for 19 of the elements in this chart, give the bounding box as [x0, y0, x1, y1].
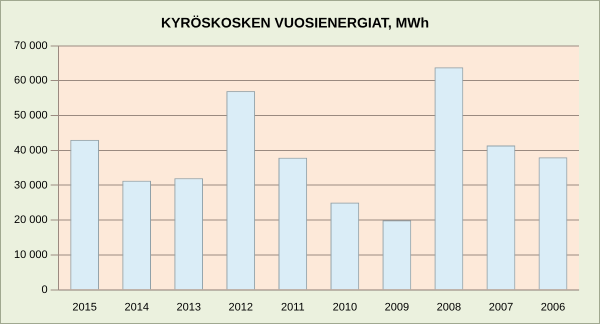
y-tick-label: 30 000 — [14, 179, 48, 192]
x-tick-label: 2013 — [176, 301, 201, 314]
x-tick-label: 2014 — [124, 301, 149, 314]
x-tick-label: 2010 — [332, 301, 358, 314]
x-tick-label: 2008 — [436, 301, 462, 314]
x-tick-label: 2015 — [72, 301, 97, 314]
x-tick-label: 2012 — [228, 301, 254, 314]
y-tick-label: 0 — [42, 284, 48, 296]
x-tick-label: 2006 — [540, 301, 566, 314]
y-tick-label: 20 000 — [14, 214, 48, 226]
y-tick-label: 60 000 — [14, 74, 48, 87]
y-tick-label: 40 000 — [14, 144, 48, 156]
x-tick-label: 2011 — [280, 301, 305, 314]
y-tick-label: 10 000 — [14, 248, 48, 261]
x-tick-label: 2009 — [384, 301, 410, 314]
y-tick-label: 70 000 — [14, 40, 48, 52]
chart-title: KYRÖSKOSKEN VUOSIENERGIAT, MWh — [160, 14, 430, 30]
y-tick-label: 50 000 — [14, 110, 48, 122]
x-tick-label: 2007 — [488, 301, 514, 314]
